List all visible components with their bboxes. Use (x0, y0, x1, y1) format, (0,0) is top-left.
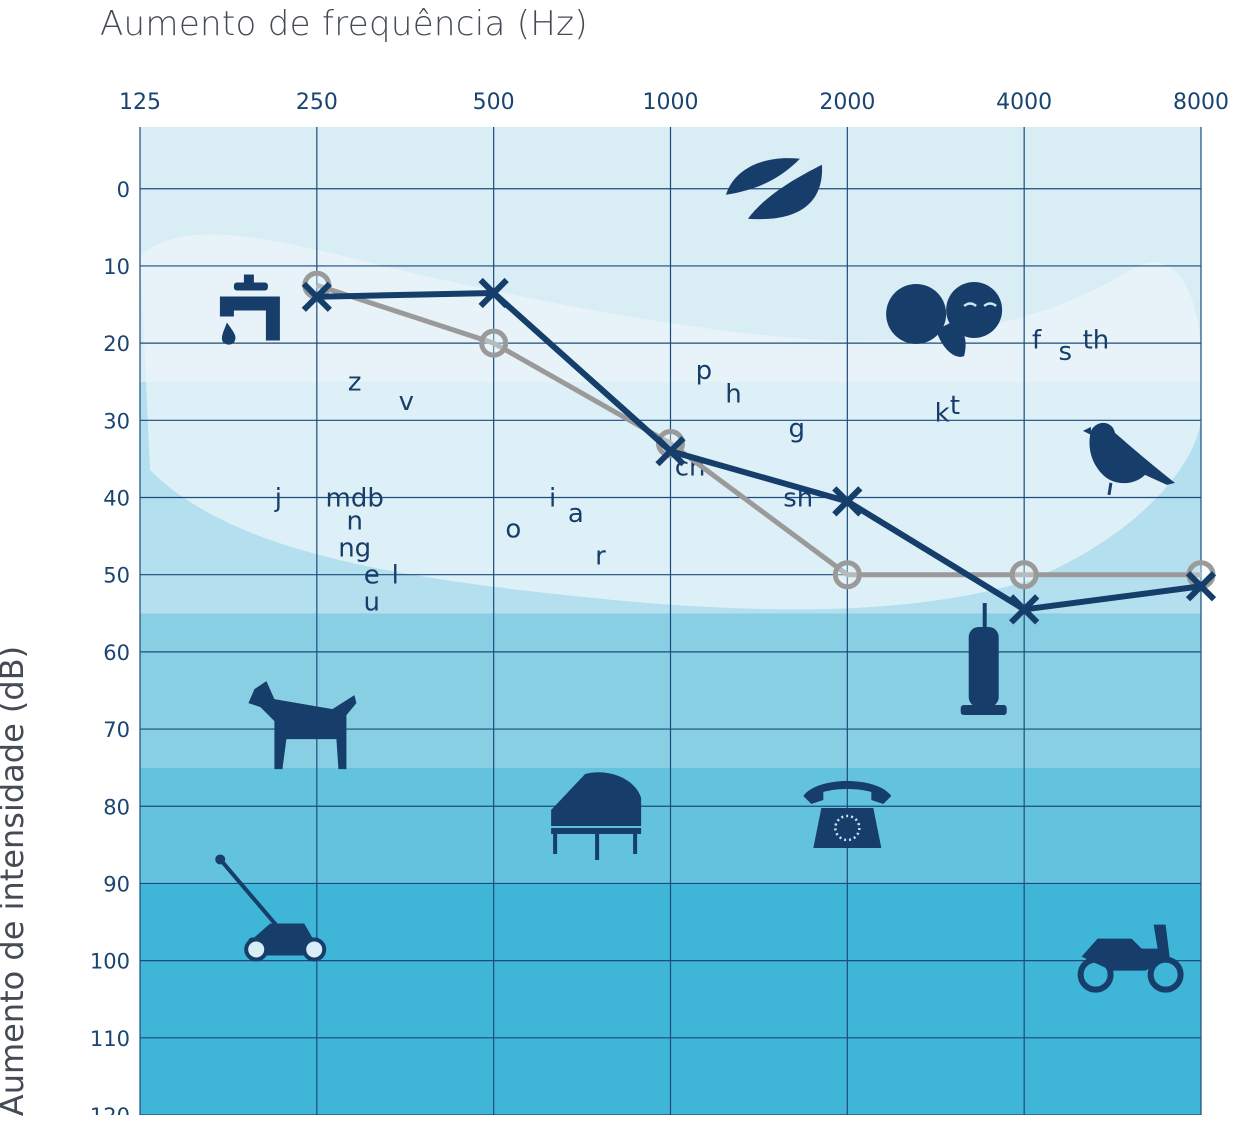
data-point-x (478, 277, 509, 309)
x-axis-title: Aumento de frequência (Hz) (100, 4, 588, 44)
x-tick-label: 2000 (819, 90, 875, 115)
speech-sound: k (935, 399, 950, 429)
speech-sound: e (364, 561, 380, 591)
series-line-o (316, 282, 1201, 578)
dog-icon (248, 681, 357, 770)
motorcycle-icon (1077, 924, 1184, 993)
y-tick-labels: 0 10 20 30 40 50 60 70 80 90 100 110 120 (90, 178, 130, 1115)
data-point-x (655, 436, 686, 467)
y-tick-label: 120 (90, 1104, 130, 1115)
y-tick-label: 40 (103, 487, 130, 511)
speech-sound: j (274, 484, 282, 514)
speech-sound: r (595, 541, 606, 571)
data-point-o (1009, 560, 1039, 590)
speech-sound: a (568, 499, 584, 529)
speech-sound: o (505, 514, 521, 544)
x-tick-label: 500 (473, 90, 515, 115)
speech-sound: p (696, 356, 713, 386)
telephone-icon (803, 780, 892, 848)
series-layer (301, 270, 1217, 625)
speech-sound: ng (338, 534, 371, 564)
whispering-faces-icon (886, 281, 1003, 357)
speech-sound: i (549, 484, 556, 514)
dripping-faucet-icon (219, 274, 280, 345)
y-tick-label: 70 (103, 718, 130, 742)
y-tick-label: 80 (103, 795, 130, 819)
x-tick-labels: 125 250 500 1000 2000 4000 8000 (119, 90, 1229, 115)
x-tick-label: 125 (119, 90, 161, 115)
series-line-x (316, 289, 1202, 613)
y-tick-label: 50 (103, 564, 130, 588)
speech-sound: t (950, 391, 960, 421)
x-tick-label: 8000 (1173, 90, 1229, 115)
x-tick-label: 4000 (996, 90, 1052, 115)
piano-icon (551, 772, 642, 860)
speech-sound: mdb (326, 484, 384, 514)
y-tick-label: 60 (103, 641, 130, 665)
data-point-o (479, 328, 509, 358)
data-point-x (1185, 571, 1217, 602)
data-point-x (1009, 594, 1040, 625)
data-point-x (832, 486, 863, 517)
y-tick-label: 30 (103, 409, 130, 433)
speech-sound: u (363, 588, 379, 618)
y-tick-label: 0 (117, 178, 130, 202)
y-tick-label: 10 (103, 255, 130, 279)
lawn-mower-icon (215, 854, 327, 962)
x-tick-label: 1000 (643, 90, 699, 115)
speech-sound: s (1059, 337, 1073, 367)
speech-sound: h (725, 379, 741, 409)
vacuum-cleaner-icon (960, 603, 1007, 716)
y-tick-label: 110 (90, 1027, 130, 1051)
bird-icon (1082, 422, 1175, 496)
speech-sound: z (348, 368, 362, 398)
data-point-o (832, 560, 862, 590)
audiogram-chart: 125 250 500 1000 2000 4000 8000 0 10 20 30 40 50 60 7… (90, 90, 1229, 1115)
sound-illustrations (215, 158, 1184, 993)
speech-sound: l (392, 561, 399, 591)
speech-sound: g (788, 414, 805, 444)
y-tick-label: 90 (103, 872, 130, 896)
speech-sound: th (1083, 325, 1110, 355)
speech-sound: n (346, 507, 362, 537)
leaves-icon (725, 158, 823, 220)
x-tick-label: 250 (296, 90, 338, 115)
data-point-x (301, 281, 332, 312)
y-tick-label: 20 (103, 332, 130, 356)
speech-sound: v (399, 387, 414, 417)
speech-sound: f (1032, 325, 1042, 355)
y-tick-label: 100 (90, 950, 130, 974)
